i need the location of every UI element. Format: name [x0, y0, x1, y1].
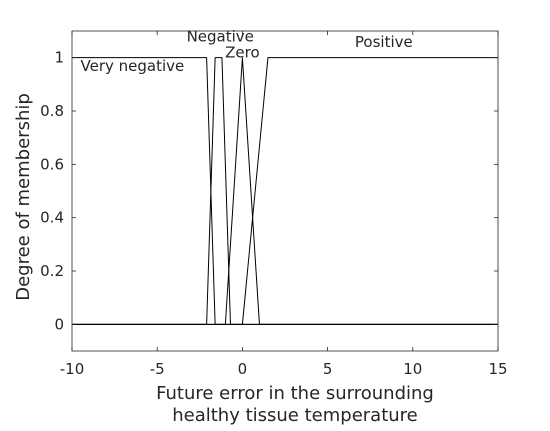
x-axis-label-line-2: healthy tissue temperature	[172, 405, 418, 426]
x-tick-label: 0	[238, 360, 248, 378]
series-line-very-negative	[72, 57, 498, 325]
annotation-very-negative: Very negative	[81, 57, 185, 75]
series-layer	[72, 57, 498, 325]
series-line-zero	[72, 57, 498, 325]
ticks-layer: -10 -5 0 5 10 15 0 0.2 0.4 0.6 0.8 1	[40, 31, 508, 378]
x-axis-label-line-1: Future error in the surrounding	[156, 383, 434, 404]
y-tick-label: 0.2	[40, 262, 64, 280]
x-tick-label: -5	[150, 360, 165, 378]
x-tick-label: -10	[60, 360, 85, 378]
y-tick-label: 1	[54, 49, 64, 67]
series-line-positive	[72, 57, 498, 325]
plot-frame	[71, 30, 499, 352]
label-layer: Future error in the surrounding healthy …	[13, 93, 434, 426]
series-line-negative	[72, 57, 498, 325]
y-tick-label: 0.4	[40, 209, 64, 227]
x-tick-label: 5	[323, 360, 333, 378]
annotation-negative: Negative	[187, 28, 254, 46]
y-tick-label: 0.6	[40, 155, 64, 173]
x-tick-label: 15	[488, 360, 507, 378]
annotation-positive: Positive	[355, 33, 413, 51]
axes-layer	[71, 30, 499, 352]
x-tick-label: 10	[403, 360, 422, 378]
y-tick-label: 0	[54, 315, 64, 333]
y-axis-label: Degree of membership	[13, 93, 34, 301]
y-tick-label: 0.8	[40, 102, 64, 120]
annotation-zero: Zero	[225, 44, 260, 62]
